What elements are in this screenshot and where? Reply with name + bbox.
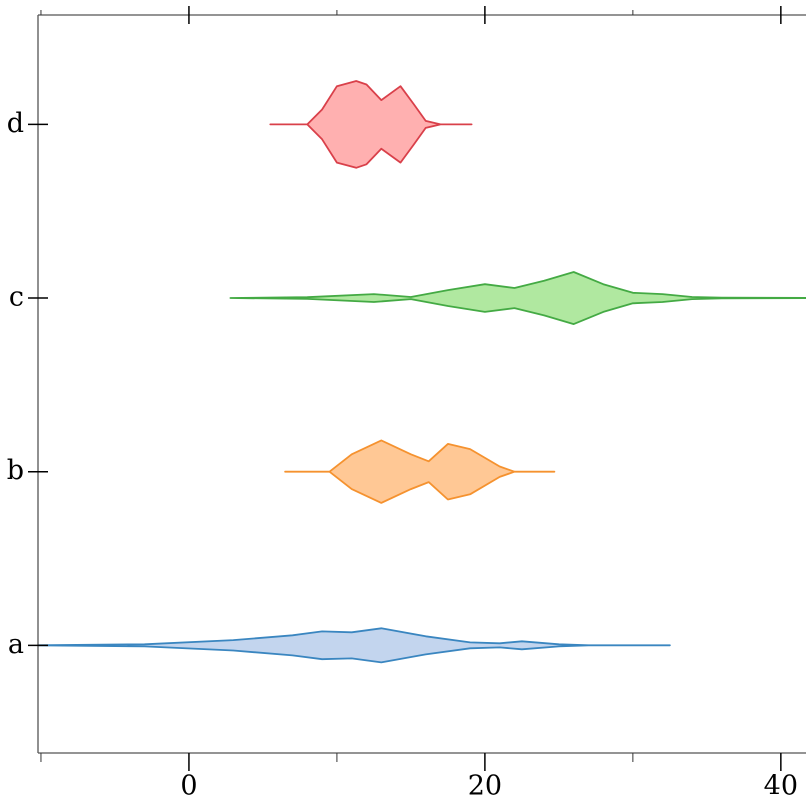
y-tick-label: c	[9, 282, 24, 313]
x-tick-label: 20	[468, 771, 502, 802]
violin	[229, 271, 806, 325]
violin	[284, 439, 556, 504]
violin	[269, 80, 473, 169]
x-tick-label: 0	[180, 771, 197, 802]
plot-area	[38, 80, 806, 664]
x-tick-label: 40	[764, 771, 798, 802]
y-tick-label: b	[7, 455, 24, 486]
violin	[38, 627, 671, 664]
y-tick-label: a	[8, 629, 24, 660]
y-tick-label: d	[7, 108, 24, 139]
